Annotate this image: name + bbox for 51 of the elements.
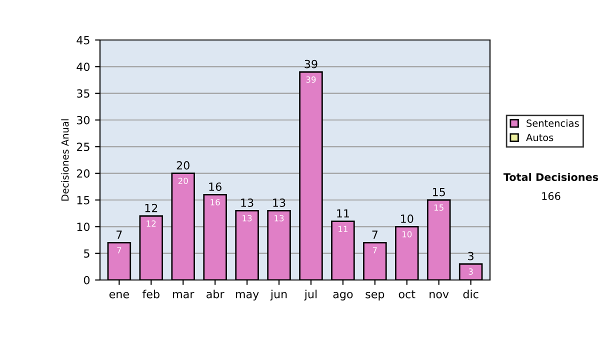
annotation: 39 — [304, 60, 318, 68]
y-tick-label: 40 — [76, 62, 90, 72]
data-label: 11 — [338, 226, 348, 232]
legend-label: Sentencias — [526, 119, 579, 127]
data-label: 7 — [372, 247, 377, 254]
x-tick-label: dic — [463, 290, 478, 298]
annotation: 10 — [401, 214, 414, 223]
annotation: 16 — [209, 182, 222, 191]
x-tick-label: abr — [206, 290, 224, 298]
y-tick-label: 10 — [77, 222, 90, 232]
data-label: 13 — [274, 215, 284, 222]
annotation: 13 — [241, 198, 254, 207]
x-tick-label: ene — [109, 292, 129, 298]
annotation: 15 — [433, 188, 445, 196]
data-label: 12 — [146, 220, 156, 227]
x-tick-label: sep — [366, 292, 384, 300]
y-tick-label: 25 — [76, 142, 90, 152]
x-tick-label: may — [236, 292, 259, 300]
y-tick-label: 15 — [77, 196, 90, 204]
data-label: 39 — [306, 76, 316, 83]
y-tick-label: 35 — [76, 89, 90, 98]
data-label: 7 — [117, 247, 122, 254]
data-label: 13 — [242, 215, 252, 222]
text: Total Decisiones — [503, 172, 598, 182]
text: 166 — [542, 192, 560, 200]
x-tick-label: oct — [398, 290, 416, 298]
annotation: 13 — [273, 198, 286, 207]
y-tick-label: 30 — [76, 116, 90, 124]
annotation: 7 — [116, 230, 122, 239]
data-label: 16 — [210, 199, 220, 206]
annotation: 12 — [145, 204, 158, 212]
annotation: 3 — [468, 252, 474, 260]
x-tick-label: jul — [304, 290, 317, 300]
data-label: 20 — [178, 178, 188, 184]
x-tick-label: feb — [142, 290, 160, 298]
y-tick-label: 0 — [84, 276, 90, 284]
x-tick-label: jun — [270, 290, 287, 300]
legend-label: Autos — [526, 134, 554, 142]
annotation: 20 — [176, 161, 190, 170]
data-label: 15 — [434, 204, 444, 211]
annotation: 11 — [337, 209, 349, 218]
y-tick-label: 45 — [76, 36, 90, 44]
y-tick-label: 20 — [76, 169, 90, 178]
x-tick-label: ago — [333, 292, 353, 300]
y-axis-title: Decisiones Anual — [61, 119, 69, 201]
annotation: 7 — [372, 230, 378, 239]
y-tick-label: 5 — [84, 249, 90, 258]
data-label: 3 — [468, 268, 473, 275]
x-tick-label: nov — [430, 292, 449, 298]
data-label: 10 — [402, 231, 412, 238]
x-tick-label: mar — [173, 292, 194, 298]
